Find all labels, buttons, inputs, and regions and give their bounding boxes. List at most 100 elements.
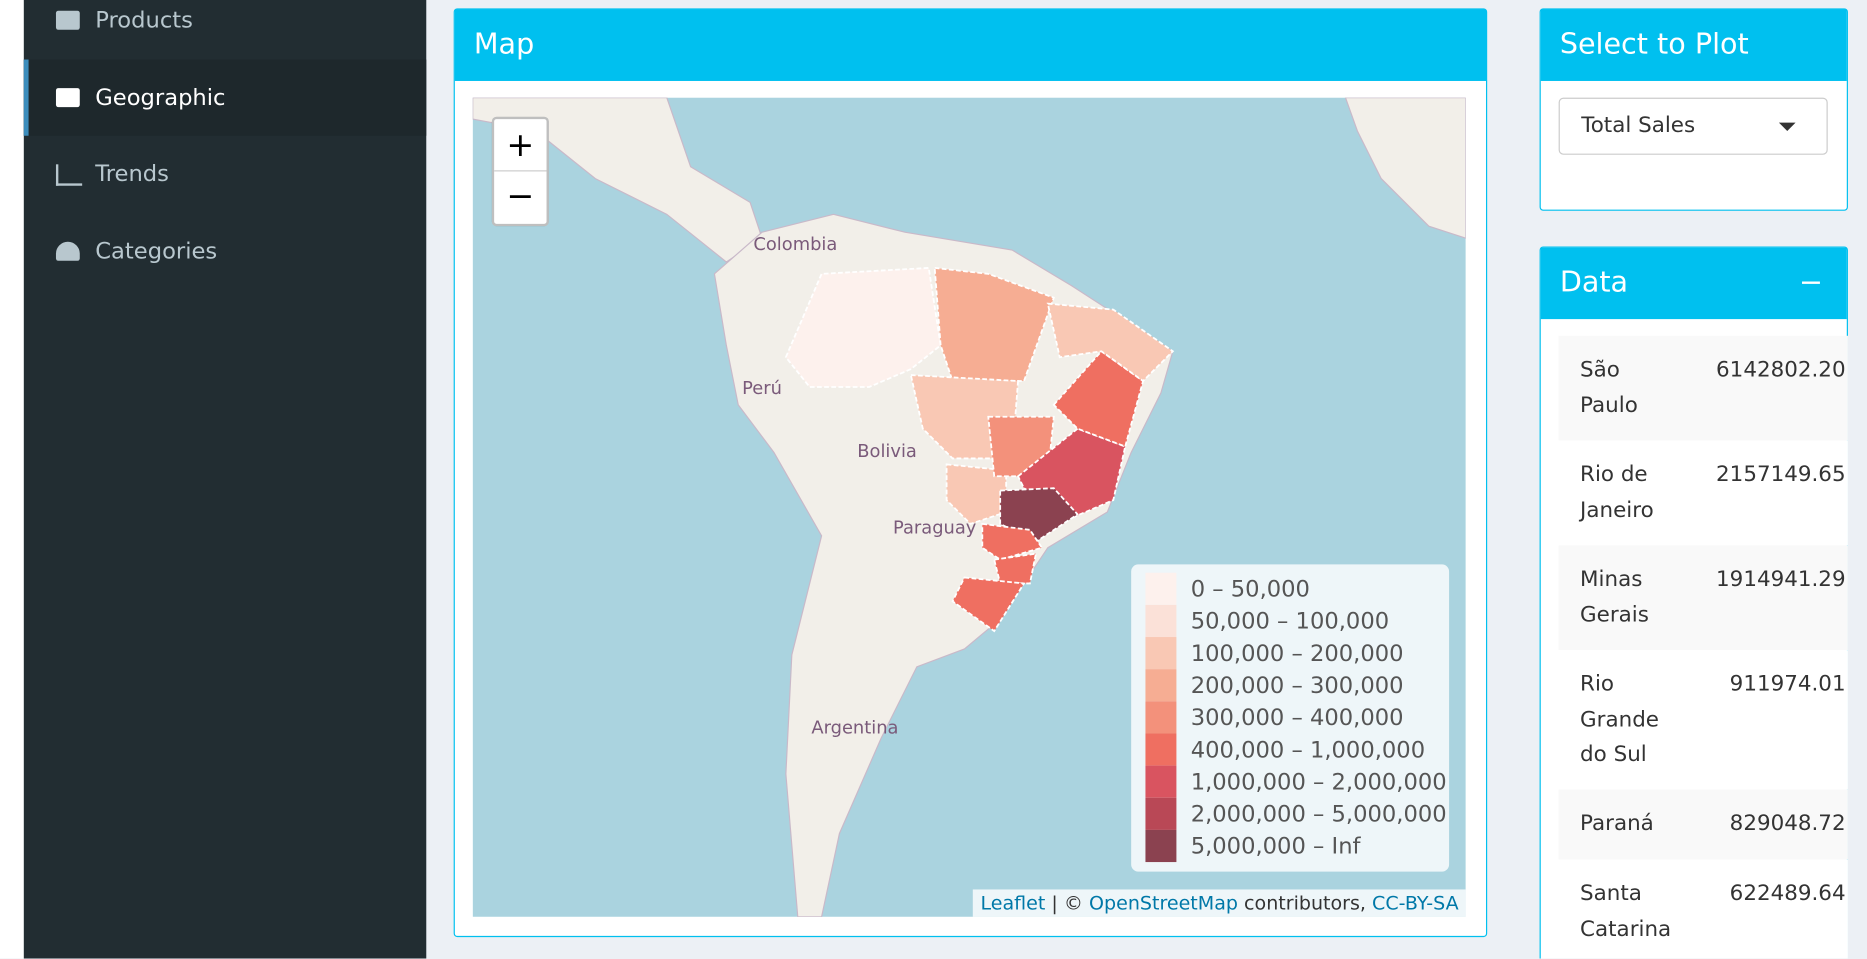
cell-value: 911974.01 [1729, 671, 1846, 697]
gutter [0, 0, 24, 959]
cell-value: 1914941.29 [1716, 566, 1846, 592]
state [784, 266, 942, 388]
link[interactable]: CC-BY-SA [1372, 891, 1459, 915]
box-title: Map [473, 27, 535, 61]
icon [55, 241, 80, 261]
zoom-control: + − [491, 116, 549, 227]
legend-swatch [1145, 637, 1177, 670]
legend-item: 200,000 – 300,000 [1145, 669, 1404, 702]
legend: 0 – 50,000 50,000 – 100,000 100,000 – 200,… [1131, 564, 1450, 872]
text: | © [1051, 891, 1083, 915]
land [1344, 97, 1466, 239]
cell-value: 622489.64 [1729, 881, 1846, 907]
cell-name: Minas Gerais [1580, 566, 1649, 627]
cell-name: Santa Catarina [1580, 881, 1672, 942]
nav-item[interactable]: Geographic [23, 59, 427, 136]
cell-name: Paraná [1580, 810, 1654, 836]
nav-label: Geographic [95, 84, 226, 111]
cell-value: 2157149.65 [1716, 461, 1846, 487]
state [993, 552, 1038, 585]
nav-label: Trends [95, 160, 169, 187]
zoom-in[interactable]: + [494, 119, 547, 172]
select-value: Total Sales [1581, 113, 1696, 139]
map-label: Colombia [753, 234, 837, 255]
cell-name: São Paulo [1580, 357, 1638, 418]
box-header: Select to Plot [1540, 9, 1847, 81]
state [981, 522, 1044, 561]
legend-item: 2,000,000 – 5,000,000 [1145, 797, 1447, 830]
box-title: Select to Plot [1559, 27, 1749, 61]
legend-item: 0 – 50,000 [1145, 572, 1310, 605]
state [1046, 302, 1175, 383]
icon [55, 10, 80, 30]
table-row: Santa Catarina 622489.64 [1558, 859, 1848, 959]
collapse-button[interactable]: − [1799, 265, 1823, 299]
legend-item: 5,000,000 – Inf [1145, 829, 1361, 863]
legend-item: 300,000 – 400,000 [1145, 701, 1404, 734]
legend-item: 400,000 – 1,000,000 [1145, 733, 1426, 766]
sidebar: Products Geographic Trends Categories [23, 0, 427, 959]
legend-label: 400,000 – 1,000,000 [1190, 736, 1426, 763]
table-row: Minas Gerais 1914941.29 [1558, 545, 1848, 651]
zoom-out[interactable]: − [506, 176, 535, 216]
table-row: São Paulo 6142802.20 [1558, 335, 1848, 441]
legend-swatch [1145, 701, 1177, 734]
box-header: Data − [1540, 247, 1847, 320]
legend-swatch [1145, 572, 1177, 605]
table-row: Rio Grande do Sul 911974.01 [1558, 650, 1848, 790]
table-row: Paraná 829048.72 [1558, 789, 1848, 860]
link[interactable]: OpenStreetMap [1089, 891, 1238, 915]
icon [55, 164, 83, 186]
box-header: Map [454, 9, 1486, 81]
legend-label: 2,000,000 – 5,000,000 [1190, 800, 1447, 827]
icon [55, 88, 80, 108]
legend-label: 50,000 – 100,000 [1190, 607, 1390, 635]
nav-item[interactable]: Products [24, 0, 426, 58]
legend-swatch [1145, 765, 1177, 798]
cell-value: 829048.72 [1729, 810, 1846, 836]
legend-label: 0 – 50,000 [1190, 575, 1310, 602]
cell-value: 6142802.20 [1716, 357, 1846, 383]
map-label: Perú [742, 378, 782, 399]
legend-label: 5,000,000 – Inf [1190, 832, 1361, 860]
state [945, 463, 1008, 525]
legend-item: 50,000 – 100,000 [1145, 604, 1390, 638]
legend-label: 100,000 – 200,000 [1190, 640, 1404, 667]
states [784, 266, 1175, 633]
legend-swatch [1145, 829, 1177, 863]
map-label: Bolivia [857, 441, 917, 462]
map-labels: Colombia Perú Bolivia Paraguay Argentina [742, 234, 977, 738]
box-title: Data [1559, 265, 1629, 299]
nav-item[interactable]: Trends [24, 136, 426, 212]
state [933, 266, 1055, 382]
table-row: Rio de Janeiro 2157149.65 [1558, 440, 1848, 546]
select-box: Select to Plot Total Sales [1539, 8, 1848, 211]
map-label: Paraguay [893, 517, 977, 538]
cell-name: Rio de Janeiro [1580, 461, 1654, 523]
select[interactable]: Total Sales [1558, 97, 1828, 155]
legend-label: 300,000 – 400,000 [1190, 704, 1404, 731]
south-america [713, 213, 1174, 917]
text: contributors, [1244, 891, 1366, 915]
caret [1778, 122, 1796, 131]
legend-swatch [1145, 797, 1177, 830]
attribution: Leaflet | © OpenStreetMap contributors, … [973, 889, 1466, 917]
legend-label: 200,000 – 300,000 [1190, 672, 1404, 699]
legend-swatch [1145, 669, 1177, 702]
legend-label: 1,000,000 – 2,000,000 [1190, 768, 1447, 795]
legend-item: 100,000 – 200,000 [1145, 637, 1404, 670]
map-label: Argentina [811, 717, 898, 738]
link[interactable]: Leaflet [980, 891, 1046, 915]
cell-name: Rio Grande do Sul [1580, 671, 1659, 767]
nav-item[interactable]: Categories [24, 213, 426, 289]
state [1052, 350, 1145, 448]
legend-item: 1,000,000 – 2,000,000 [1145, 765, 1447, 798]
nav-label: Categories [95, 238, 218, 265]
nav-label: Products [95, 7, 193, 34]
data-box: Data − São Paulo 6142802.20 Rio de Janeiro 2… [1539, 246, 1848, 959]
legend-swatch [1145, 733, 1177, 766]
data-table: São Paulo 6142802.20 Rio de Janeiro 2157149… [1558, 335, 1848, 959]
legend-swatch [1145, 604, 1177, 638]
state [951, 576, 1026, 633]
